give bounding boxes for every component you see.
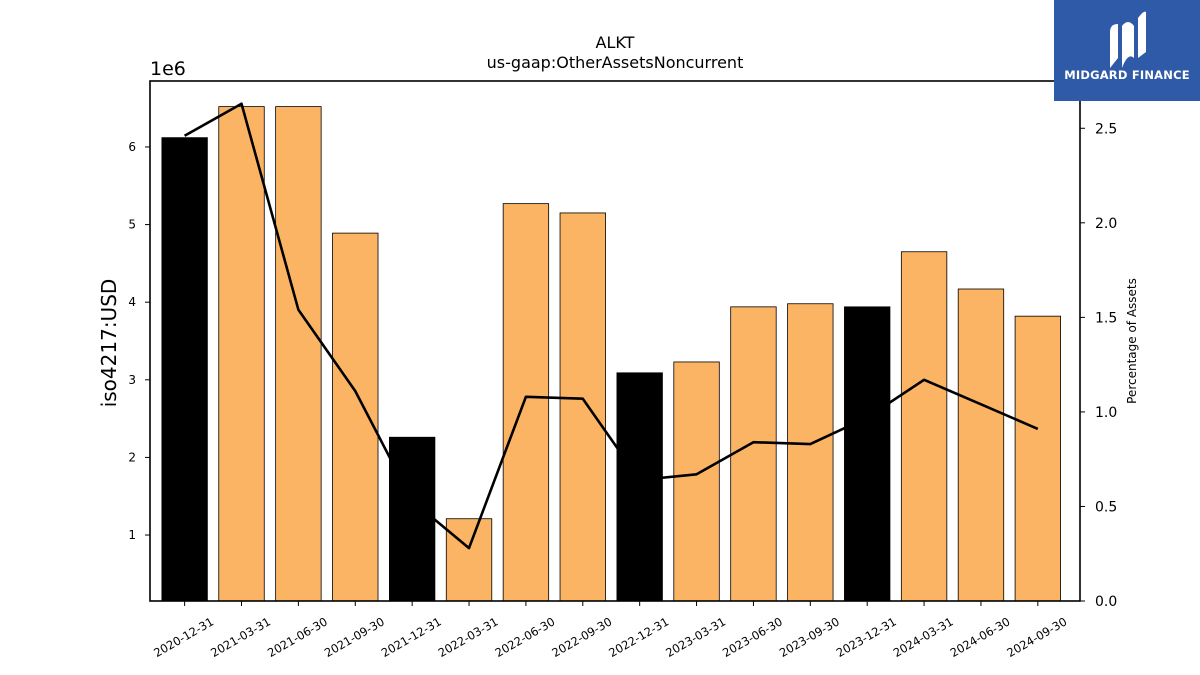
bar	[218, 106, 265, 602]
bar	[502, 203, 550, 602]
bar	[730, 306, 777, 602]
y-tick-label: 6	[128, 140, 136, 154]
y2-tick-label: 2.5	[1095, 121, 1117, 137]
x-tick-label: 2023-12-31	[834, 614, 899, 660]
line-series	[183, 102, 1039, 550]
bar	[900, 251, 948, 602]
x-tick-label: 2020-12-31	[151, 614, 216, 660]
chart-subtitle: us-gaap:OtherAssetsNoncurrent	[487, 53, 744, 72]
bar	[1014, 315, 1061, 602]
line-layer	[183, 102, 1039, 550]
y2-tick-label: 0.5	[1095, 499, 1117, 515]
x-tick-label: 2023-09-30	[777, 614, 842, 660]
bar	[275, 106, 322, 602]
bar	[844, 306, 891, 602]
bar	[787, 303, 834, 602]
bar	[957, 288, 1005, 602]
x-tick-label: 2022-12-31	[606, 614, 671, 660]
x-tick-label: 2023-06-30	[720, 614, 785, 660]
midgard-logo: MIDGARD FINANCE	[1054, 0, 1200, 101]
y2-tick-label: 1.5	[1095, 310, 1117, 326]
bar	[161, 137, 208, 602]
y2-axis-label: Percentage of Assets	[1125, 278, 1139, 404]
bar	[445, 518, 493, 602]
x-tick-label: 2024-09-30	[1004, 614, 1069, 660]
x-tick-label: 2021-12-31	[379, 614, 444, 660]
bars	[161, 106, 1061, 602]
x-tick-label: 2024-03-31	[891, 614, 956, 660]
x-tick-label: 2023-03-31	[663, 614, 728, 660]
bar	[332, 232, 379, 602]
x-tick-label: 2021-03-31	[208, 614, 273, 660]
y-tick-label: 2	[128, 450, 136, 464]
bar	[388, 436, 436, 602]
bar	[559, 212, 606, 602]
x-tick-label: 2024-06-30	[948, 614, 1013, 660]
y-tick-label: 1	[128, 528, 136, 542]
y-tick-label: 4	[128, 295, 136, 309]
plot-frame	[149, 80, 1081, 602]
y-axis-label: iso4217:USD	[97, 279, 121, 408]
chart-title: ALKT	[596, 33, 635, 52]
y-tick-label: 3	[128, 373, 136, 387]
y2-tick-label: 1.0	[1095, 405, 1117, 421]
x-tick-label: 2022-09-30	[549, 614, 614, 660]
y2-tick-label: 2.0	[1095, 216, 1117, 232]
y-offset-label: 1e6	[150, 58, 186, 80]
midgard-logo-icon	[1110, 11, 1146, 68]
y2-tick-label: 0.0	[1095, 594, 1117, 610]
x-tick-label: 2021-09-30	[322, 614, 387, 660]
x-tick-label: 2022-06-30	[493, 614, 558, 660]
bar	[673, 361, 720, 602]
x-tick-label: 2021-06-30	[265, 614, 330, 660]
x-tick-label: 2022-03-31	[436, 614, 501, 660]
bar	[616, 372, 663, 602]
y-tick-label: 5	[128, 218, 136, 232]
logo-text: MIDGARD FINANCE	[1064, 68, 1190, 82]
